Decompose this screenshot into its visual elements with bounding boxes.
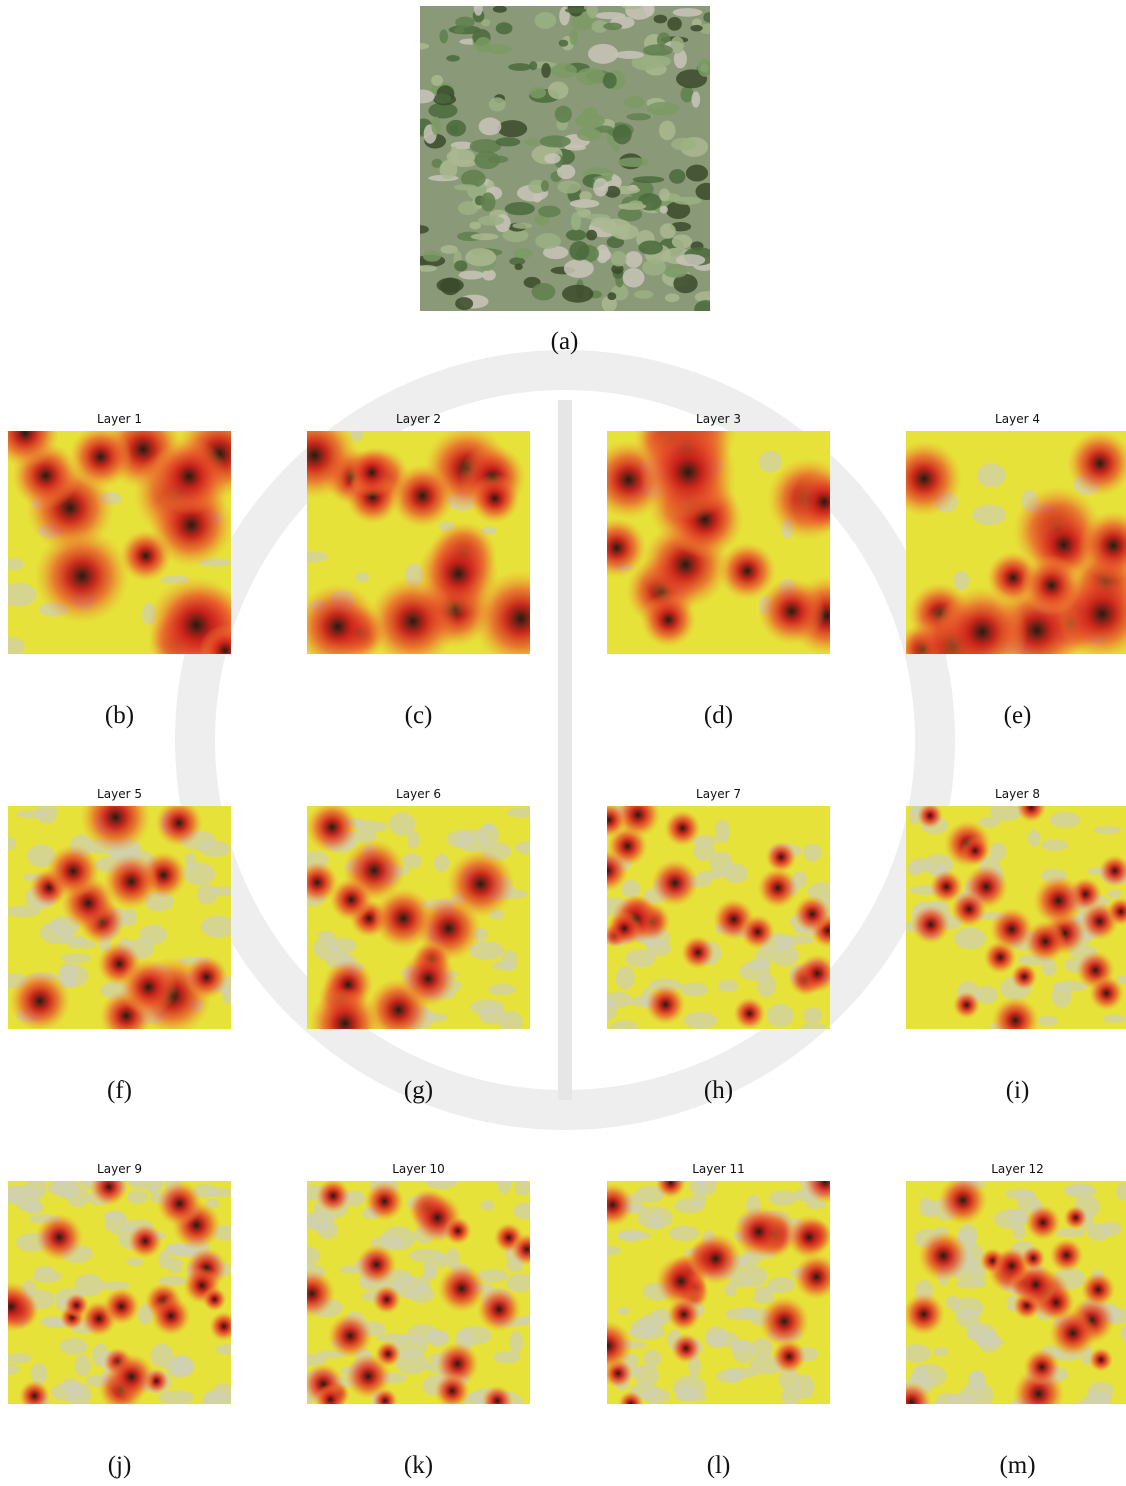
panel-caption: (g) <box>307 1077 530 1105</box>
panel-caption: (j) <box>8 1452 231 1480</box>
figure: (a) Layer 1 (b) Layer 2 (c) Layer 3 (d) Layer … <box>0 0 1126 1486</box>
attention-map <box>8 806 231 1029</box>
panel-title: Layer 11 <box>607 1162 830 1176</box>
panel-title: Layer 4 <box>906 412 1126 426</box>
attention-map <box>906 806 1126 1029</box>
panel-title: Layer 12 <box>906 1162 1126 1176</box>
attention-map <box>8 1181 231 1404</box>
panel-caption: (e) <box>906 702 1126 730</box>
panel-title: Layer 3 <box>607 412 830 426</box>
attention-map <box>8 431 231 654</box>
input-image <box>420 6 710 311</box>
panel-caption: (i) <box>906 1077 1126 1105</box>
attention-map <box>906 1181 1126 1404</box>
attention-map <box>906 431 1126 654</box>
panel-title: Layer 5 <box>8 787 231 801</box>
panel-title: Layer 2 <box>307 412 530 426</box>
panel-title: Layer 6 <box>307 787 530 801</box>
attention-map <box>607 1181 830 1404</box>
panel-title: Layer 8 <box>906 787 1126 801</box>
attention-map <box>307 1181 530 1404</box>
panel-caption: (h) <box>607 1077 830 1105</box>
panel-caption: (b) <box>8 702 231 730</box>
attention-map <box>307 431 530 654</box>
panel-caption: (m) <box>906 1452 1126 1480</box>
panel-title: Layer 7 <box>607 787 830 801</box>
watermark <box>150 300 970 1160</box>
attention-map <box>607 431 830 654</box>
panel-caption: (k) <box>307 1452 530 1480</box>
image-caption: (a) <box>453 328 676 356</box>
panel-title: Layer 10 <box>307 1162 530 1176</box>
attention-map <box>307 806 530 1029</box>
panel-caption: (f) <box>8 1077 231 1105</box>
panel-title: Layer 9 <box>8 1162 231 1176</box>
panel-caption: (d) <box>607 702 830 730</box>
panel-caption: (l) <box>607 1452 830 1480</box>
panel-caption: (c) <box>307 702 530 730</box>
panel-title: Layer 1 <box>8 412 231 426</box>
attention-map <box>607 806 830 1029</box>
